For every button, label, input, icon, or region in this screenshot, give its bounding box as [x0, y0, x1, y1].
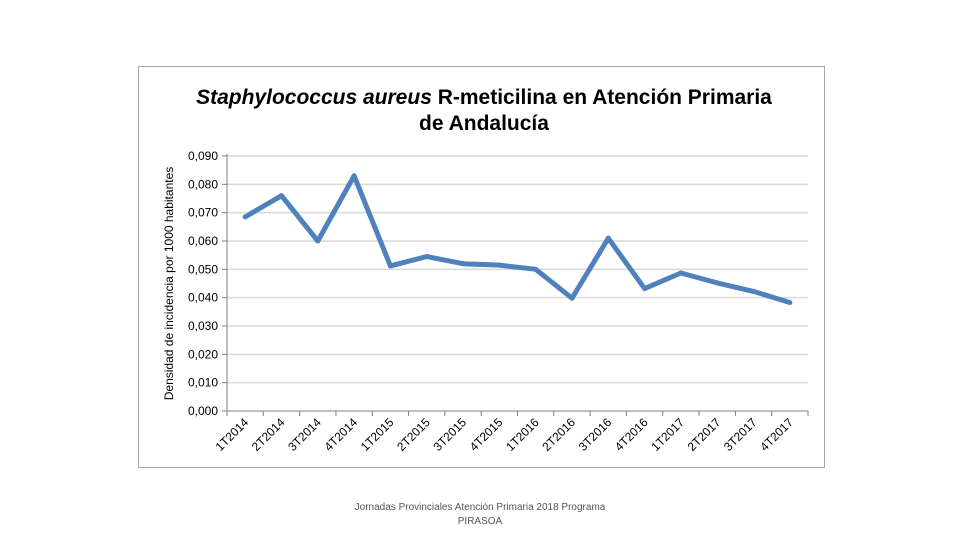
y-tick-label: 0,010: [188, 376, 218, 390]
data-point: [351, 173, 357, 179]
chart-title-rest: R-meticilina en Atención Primaria: [432, 86, 772, 109]
y-tick-label: 0,090: [188, 149, 218, 163]
data-point: [787, 299, 793, 305]
x-tick-labels: 1T20142T20143T20144T20141T20152T20153T20…: [213, 415, 797, 454]
x-tick-label: 2T2016: [539, 415, 578, 454]
y-tick-label: 0,020: [188, 347, 218, 361]
data-point: [242, 214, 248, 220]
x-tick-label: 2T2017: [685, 415, 724, 454]
x-tick-label: 4T2015: [467, 415, 506, 454]
x-tick-label: 2T2014: [249, 415, 288, 454]
x-tick-label: 4T2016: [612, 415, 651, 454]
footer-line2: PIRASOA: [457, 516, 503, 527]
line-chart: Staphylococcus aureus R-meticilina en At…: [162, 86, 809, 454]
data-point: [605, 235, 611, 241]
series-group: [242, 173, 793, 305]
x-tick-label: 4T2017: [757, 415, 796, 454]
data-point: [714, 280, 720, 286]
chart-title-line2: de Andalucía: [419, 112, 549, 135]
axes: [222, 154, 809, 416]
y-tick-label: 0,070: [188, 206, 218, 220]
x-tick-label: 4T2014: [322, 415, 361, 454]
y-tick-label: 0,060: [188, 234, 218, 248]
chart-title-line1: Staphylococcus aureus R-meticilina en At…: [196, 86, 772, 109]
series-line: [242, 173, 793, 305]
data-point: [751, 288, 757, 294]
chart-title-italic: Staphylococcus aureus: [196, 86, 432, 109]
x-tick-label: 2T2015: [394, 415, 433, 454]
x-tick-label: 1T2017: [648, 415, 687, 454]
x-tick-label: 3T2014: [285, 415, 324, 454]
data-point: [278, 193, 284, 199]
footer-line1: Jornadas Provinciales Atención Primaria …: [354, 502, 606, 513]
x-tick-label: 3T2015: [430, 415, 469, 454]
y-axis-title: Densidad de incidencia por 1000 habitant…: [162, 167, 176, 401]
y-tick-label: 0,030: [188, 319, 218, 333]
footer: Jornadas Provinciales Atención Primaria …: [300, 501, 660, 529]
y-tick-labels: 0,000 0,010 0,020 0,030 0,040 0,050 0,060 0,070…: [188, 149, 218, 418]
data-point: [569, 295, 575, 301]
x-tick-label: 1T2016: [503, 415, 542, 454]
x-tick-label: 1T2015: [358, 415, 397, 454]
x-tick-label: 1T2014: [213, 415, 252, 454]
y-tick-label: 0,080: [188, 177, 218, 191]
data-point: [496, 262, 502, 268]
x-tick-label: 3T2017: [721, 415, 760, 454]
y-tick-label: 0,040: [188, 291, 218, 305]
data-point: [460, 261, 466, 267]
y-tick-label: 0,000: [188, 404, 218, 418]
data-point: [387, 263, 393, 269]
chart-frame: Staphylococcus aureus R-meticilina en At…: [138, 66, 825, 468]
data-point: [678, 270, 684, 276]
data-point: [424, 254, 430, 260]
data-point: [533, 266, 539, 272]
y-tick-label: 0,050: [188, 262, 218, 276]
data-point: [642, 286, 648, 292]
x-tick-label: 3T2016: [576, 415, 615, 454]
data-point: [315, 238, 321, 244]
